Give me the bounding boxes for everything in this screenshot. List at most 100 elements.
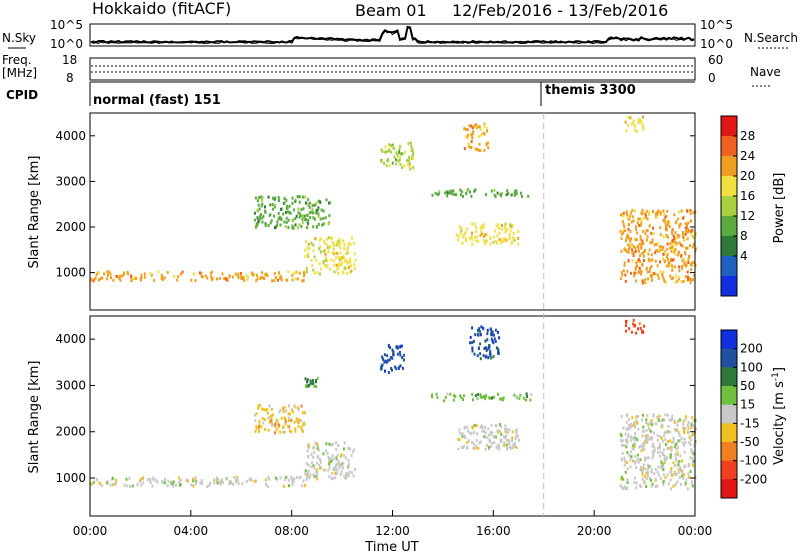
scatter-region — [304, 376, 319, 389]
scatter-region — [469, 325, 501, 361]
power-colorbar: 28 24 20 16 12 8 4 — [720, 115, 755, 297]
y-tick-label: 4000 — [55, 332, 86, 346]
colorbar-tick-label: 16 — [740, 189, 755, 203]
scatter-region — [90, 475, 306, 488]
colorbar-segment — [721, 386, 737, 406]
scatter-region — [624, 318, 646, 335]
scatter-region — [455, 222, 520, 246]
nave-label: Nave — [750, 65, 781, 79]
beam-label: Beam 01 — [355, 1, 427, 20]
colorbar-tick-label: 20 — [740, 169, 755, 183]
y-tick-label: 2000 — [55, 220, 86, 234]
noise-sky-trace — [90, 25, 695, 44]
colorbar-segment — [721, 136, 737, 157]
colorbar-segment — [721, 156, 737, 177]
y-tick-label: 2000 — [55, 425, 86, 439]
scatter-region — [619, 413, 697, 491]
x-tick-label: 08:00 — [274, 524, 309, 538]
y-tick-label: 3000 — [55, 378, 86, 392]
power-colorbar-label: Power [dB] — [772, 173, 787, 244]
scatter-region — [431, 392, 533, 403]
noise-right-bottom-tick: 10^0 — [700, 37, 733, 51]
cpid-label: CPID — [6, 88, 38, 102]
power-panel-frame — [89, 112, 696, 311]
velocity-ylabel: Slant Range [km] — [27, 361, 42, 474]
power-ylabel: Slant Range [km] — [27, 156, 42, 269]
colorbar-tick-label: -200 — [740, 472, 767, 486]
freq-label-line1: Freq. — [2, 53, 32, 67]
power-y-ticks: 1000 2000 3000 4000 — [55, 129, 695, 280]
noise-panel: N.Sky 10^5 10^0 10^5 10^0 N.Search — [2, 18, 798, 51]
colorbar-segment — [721, 196, 737, 217]
colorbar-tick-label: 15 — [740, 398, 755, 412]
scatter-region — [624, 115, 645, 133]
scatter-region — [380, 141, 415, 171]
colorbar-segment — [721, 176, 737, 197]
colorbar-segment — [721, 460, 737, 480]
colorbar-segment — [721, 404, 737, 424]
power-panel: 1000 2000 3000 4000 Slant Range [km] 28 24 20… — [27, 112, 787, 311]
y-tick-label: 1000 — [55, 266, 86, 280]
colorbar-tick-label: 8 — [740, 229, 748, 243]
colorbar-segment — [721, 116, 737, 137]
scatter-region — [253, 404, 306, 435]
scatter-region — [304, 441, 356, 481]
colorbar-tick-label: 28 — [740, 129, 755, 143]
colorbar-frame — [720, 329, 738, 499]
colorbar-segment — [721, 479, 737, 499]
cpid-panel: CPID normal (fast) 151 themis 3300 — [6, 81, 695, 108]
x-tick-label: 20:00 — [577, 524, 612, 538]
x-tick-label: 16:00 — [476, 524, 511, 538]
noise-right-top-tick: 10^5 — [700, 18, 733, 32]
x-tick-label: 00:00 — [678, 524, 713, 538]
colorbar-segment — [721, 348, 737, 368]
colorbar-segment — [721, 276, 737, 297]
scatter-region — [619, 208, 697, 285]
scatter-region — [253, 195, 331, 230]
scatter-region — [304, 236, 357, 276]
colorbar-tick-label: -100 — [740, 454, 767, 468]
freq-right-top-tick: 60 — [708, 53, 723, 67]
y-tick-label: 3000 — [55, 174, 86, 188]
noise-left-bottom-tick: 10^0 — [50, 37, 83, 51]
station-title: Hokkaido (fitACF) — [92, 0, 231, 18]
velocity-y-ticks: 1000 2000 3000 4000 — [55, 332, 695, 485]
noise-panel-frame — [89, 23, 696, 47]
colorbar-tick-label: 100 — [740, 360, 763, 374]
velocity-colorbar-label: Velocity [m s-1] — [771, 367, 787, 465]
freq-left-top-tick: 18 — [62, 53, 77, 67]
colorbar-segment — [721, 330, 737, 350]
velocity-scatter — [90, 318, 697, 491]
colorbar-segment — [721, 442, 737, 462]
y-tick-label: 1000 — [55, 471, 86, 485]
noise-search-trace — [90, 27, 695, 45]
x-tick-label: 12:00 — [375, 524, 410, 538]
cpid-mode-themis: themis 3300 — [545, 83, 636, 98]
freq-label-line2: [MHz] — [2, 66, 37, 80]
colorbar-segment — [721, 367, 737, 387]
noise-left-label: N.Sky — [2, 31, 36, 45]
colorbar-tick-label: 200 — [740, 342, 763, 356]
frequency-panel-frame — [89, 57, 696, 81]
time-x-ticks: 00:00 04:00 08:00 12:00 16:00 20:00 00:00 — [73, 510, 713, 538]
power-scatter — [90, 115, 697, 285]
cpid-mode-normal: normal (fast) 151 — [93, 93, 221, 108]
colorbar-segment — [721, 236, 737, 257]
colorbar-tick-label: 24 — [740, 149, 755, 163]
noise-left-top-tick: 10^5 — [50, 18, 83, 32]
colorbar-segment — [721, 256, 737, 277]
scatter-region — [457, 423, 521, 451]
colorbar-tick-label: 4 — [740, 249, 748, 263]
x-tick-label: 04:00 — [174, 524, 209, 538]
scatter-region — [90, 270, 306, 283]
scatter-region — [380, 343, 405, 374]
y-tick-label: 4000 — [55, 129, 86, 143]
freq-right-bottom-tick: 0 — [708, 71, 716, 85]
colorbar-tick-label: -15 — [740, 416, 760, 430]
colorbar-tick-label: -50 — [740, 435, 760, 449]
scatter-region — [431, 188, 530, 198]
noise-right-label: N.Search — [744, 31, 798, 45]
x-tick-label: 00:00 — [73, 524, 108, 538]
velocity-colorbar: 200 100 50 15 -15 -50 -100 -200 — [720, 329, 767, 499]
freq-left-bottom-tick: 8 — [66, 71, 74, 85]
